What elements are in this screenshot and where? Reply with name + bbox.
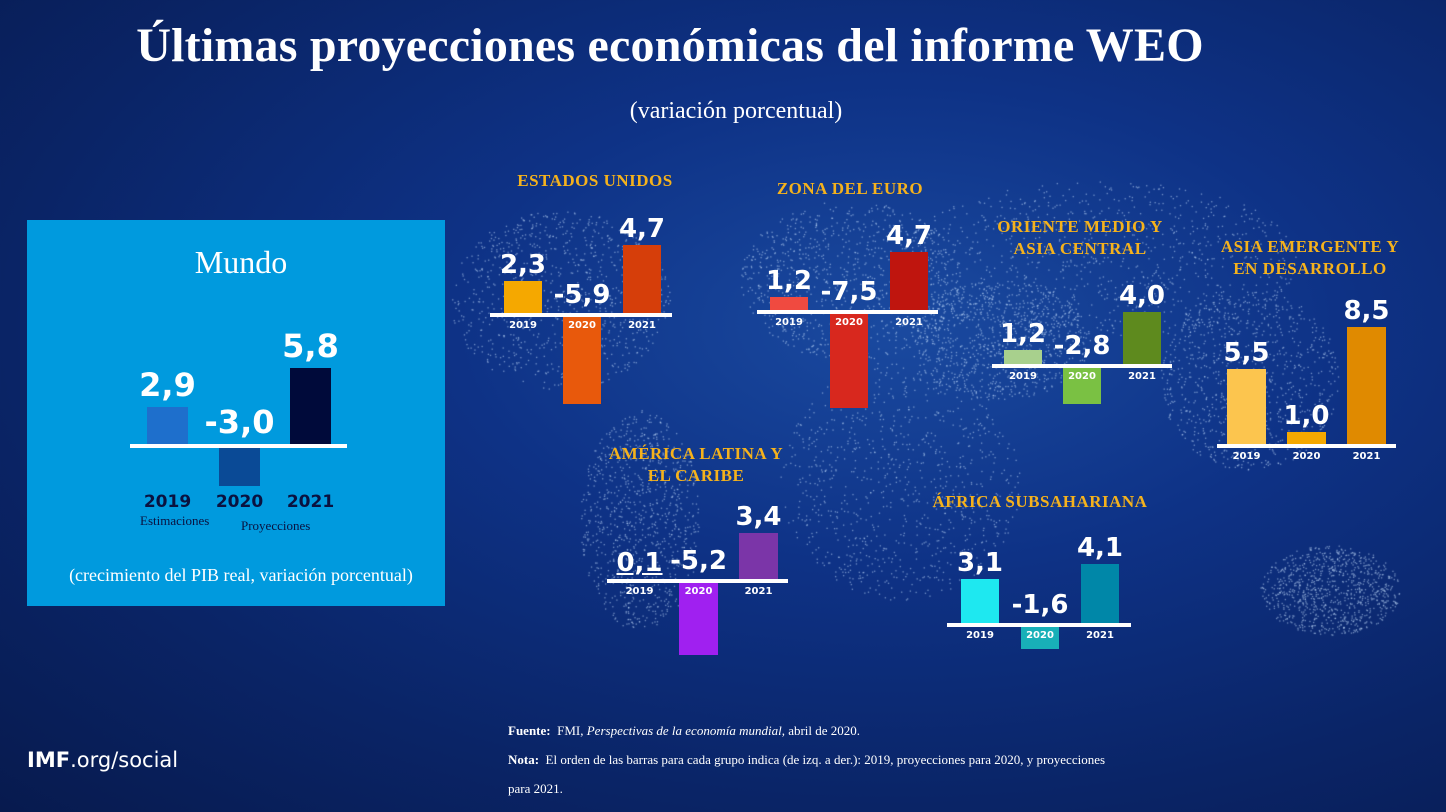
source-text: FMI,	[557, 723, 587, 738]
brand-rest: .org/social	[70, 748, 179, 772]
value-label-2021: 4,0	[1118, 281, 1166, 311]
source-title: Perspectivas de la economía mundial	[586, 723, 782, 738]
bar-2020	[563, 315, 601, 404]
year-label-2020: 2020	[684, 586, 713, 597]
axis-baseline	[490, 313, 672, 317]
value-label-2020: -1,6	[1011, 590, 1069, 620]
year-label-2019: 2019	[1232, 451, 1261, 462]
projections-label: Proyecciones	[241, 518, 311, 533]
year-label-2019: 2019	[1009, 371, 1037, 382]
value-label-2021: 8,5	[1343, 296, 1390, 326]
bar-2021	[890, 251, 928, 312]
value-label-2019: 2,3	[499, 249, 547, 280]
year-label-2020: 2020	[568, 320, 596, 331]
region-title-euro: ZONA DEL EURO	[776, 179, 924, 198]
year-label-2019: 2019	[625, 586, 654, 597]
bar-2021	[1347, 327, 1386, 446]
year-label-2021: 2021	[628, 320, 656, 331]
year-label-2019: 2019	[143, 492, 192, 512]
axis-baseline	[130, 444, 347, 448]
axis-baseline	[1217, 444, 1396, 448]
imf-brand: IMF.org/social	[27, 748, 178, 772]
year-label-2020: 2020	[1292, 451, 1321, 462]
value-label-2019: 3,1	[956, 548, 1004, 579]
value-label-2020: -7,5	[820, 277, 878, 307]
estimates-label: Estimaciones	[140, 513, 210, 528]
bar-2020	[219, 446, 260, 487]
year-label-2020: 2020	[835, 317, 863, 328]
region-title-us: ESTADOS UNIDOS	[517, 171, 673, 190]
bar-2019	[770, 296, 808, 312]
bar-2020	[679, 581, 718, 655]
value-label-2020: -2,8	[1053, 331, 1111, 361]
world-panel-note: (crecimiento del PIB real, variación por…	[69, 565, 413, 585]
page-title: Últimas proyecciones económicas del info…	[136, 19, 1204, 72]
year-label-2021: 2021	[286, 492, 335, 512]
value-label-2020: -5,2	[670, 546, 727, 576]
bar-2021	[1081, 564, 1119, 625]
value-label-2019: 5,5	[1223, 338, 1270, 368]
value-label-2021: 4,1	[1076, 533, 1124, 564]
axis-baseline	[607, 579, 788, 583]
year-label-2019: 2019	[966, 630, 994, 641]
bar-2019	[961, 579, 999, 625]
year-label-2019: 2019	[775, 317, 803, 328]
year-label-2021: 2021	[895, 317, 923, 328]
bar-2019	[504, 280, 542, 315]
year-label-2021: 2021	[1128, 371, 1156, 382]
world-panel-title: Mundo	[194, 244, 288, 280]
bar-2020	[1287, 432, 1326, 446]
year-label-2020: 2020	[1026, 630, 1054, 641]
year-label-2021: 2021	[1352, 451, 1381, 462]
note-text-2: para 2021.	[508, 781, 563, 796]
bar-2021	[290, 368, 331, 446]
bar-2019	[1004, 349, 1042, 366]
bar-2019	[147, 407, 188, 446]
note-body: El orden de las barras para cada grupo i…	[545, 752, 1106, 767]
region-title-africa: ÁFRICA SUBSAHARIANA	[932, 492, 1148, 511]
note-text: Nota: El orden de las barras para cada g…	[508, 752, 1105, 768]
bar-2020	[1063, 366, 1101, 404]
bar-2020	[1021, 625, 1059, 649]
bar-2021	[739, 532, 778, 581]
value-label-2019: 1,2	[999, 318, 1047, 349]
region-title-asia: ASIA EMERGENTE Y EN DESARROLLO	[1220, 237, 1400, 278]
bar-2021	[1123, 312, 1161, 366]
source-label: Fuente:	[508, 723, 551, 738]
value-label-2019: 1,2	[765, 265, 813, 296]
page-subtitle: (variación porcentual)	[629, 98, 843, 124]
value-label-2021: 4,7	[885, 220, 933, 251]
value-label-2021: 3,4	[735, 501, 782, 532]
source-note: Fuente: FMI, Perspectivas de la economía…	[508, 723, 860, 739]
value-label-2020: -3,0	[204, 403, 275, 441]
year-label-2020: 2020	[1068, 371, 1096, 382]
world-panel	[27, 220, 445, 606]
year-label-2019: 2019	[509, 320, 537, 331]
year-label-2020: 2020	[215, 492, 264, 512]
brand-bold: IMF	[27, 748, 71, 772]
value-label-2019: 0,1	[616, 548, 663, 578]
axis-baseline	[992, 364, 1172, 368]
note-label: Nota:	[508, 752, 540, 767]
year-label-2021: 2021	[744, 586, 773, 597]
source-end: , abril de 2020.	[781, 723, 861, 738]
value-label-2019: 2,9	[139, 366, 196, 405]
value-label-2021: 4,7	[618, 213, 666, 244]
value-label-2020: 1,0	[1283, 401, 1330, 431]
region-title-latam: AMÉRICA LATINA Y EL CARIBE	[608, 444, 784, 485]
region-title-mecentral: ORIENTE MEDIO Y ASIA CENTRAL	[997, 217, 1163, 258]
axis-baseline	[757, 310, 938, 314]
year-label-2021: 2021	[1086, 630, 1114, 641]
axis-baseline	[947, 623, 1131, 627]
bar-2021	[623, 244, 661, 315]
value-label-2020: -5,9	[553, 280, 611, 310]
bar-2019	[1227, 369, 1266, 446]
value-label-2021: 5,8	[282, 327, 339, 366]
bar-2020	[830, 312, 868, 408]
